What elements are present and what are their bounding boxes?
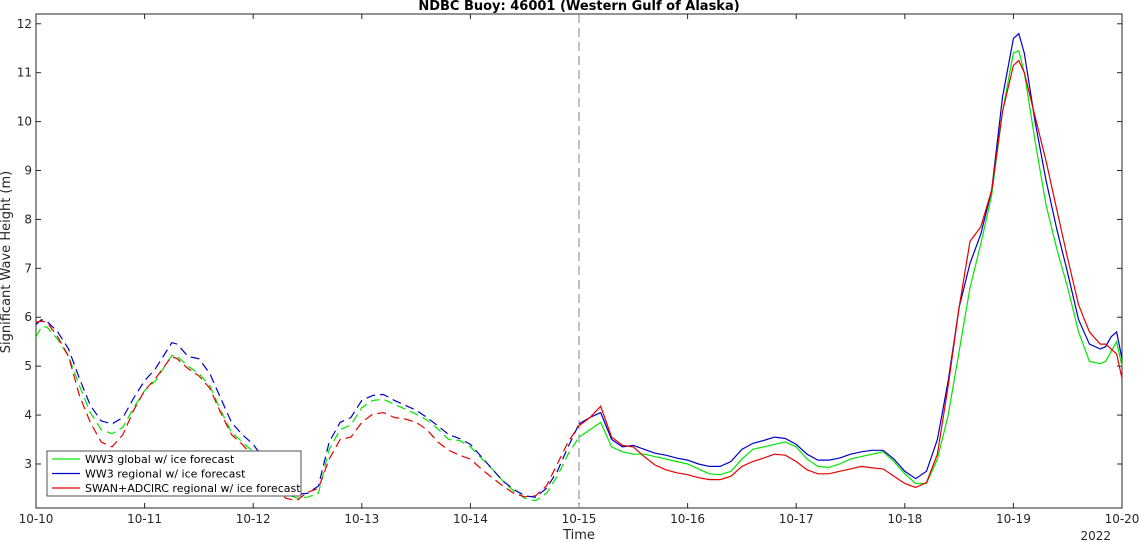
year-label: 2022	[1080, 529, 1111, 541]
x-tick-label: 10-15	[562, 512, 597, 526]
y-tick-label: 6	[24, 310, 32, 324]
x-tick-label: 10-12	[236, 512, 271, 526]
legend-box	[46, 450, 302, 497]
x-tick-label: 10-19	[996, 512, 1031, 526]
x-tick-label: 10-20	[1105, 512, 1139, 526]
y-tick-label: 7	[24, 261, 32, 275]
x-tick-label: 10-11	[127, 512, 162, 526]
series-line-hindcast-1	[35, 326, 580, 502]
y-tick-label: 9	[24, 164, 32, 178]
series-line-forecast-1	[578, 49, 1123, 485]
x-tick-label: 10-13	[344, 512, 379, 526]
y-tick-label: 5	[24, 359, 32, 373]
x-tick-label: 10-10	[19, 512, 54, 526]
y-tick-label: 3	[24, 457, 32, 471]
y-tick-label: 10	[17, 115, 32, 129]
x-tick-label: 10-16	[670, 512, 705, 526]
y-tick-label: 11	[17, 66, 32, 80]
series-line-forecast-3	[578, 59, 1123, 489]
series-line-hindcast-2	[35, 319, 580, 498]
legend-entry-label: SWAN+ADCIRC regional w/ ice forecast	[85, 482, 301, 495]
legend-entry-label: WW3 regional w/ ice forecast	[85, 468, 246, 481]
chart-title: NDBC Buoy: 46001 (Western Gulf of Alaska…	[418, 0, 739, 14]
x-tick-label: 10-17	[779, 512, 814, 526]
y-axis-title: Significant Wave Height (m)	[0, 171, 14, 353]
legend-entry-label: WW3 global w/ ice forecast	[85, 453, 235, 466]
x-axis-title: Time	[562, 528, 595, 541]
x-tick-label: 10-14	[453, 512, 488, 526]
y-tick-label: 12	[17, 17, 32, 31]
y-tick-label: 4	[24, 408, 32, 422]
series-line-hindcast-3	[35, 320, 580, 502]
y-tick-label: 8	[24, 212, 32, 226]
series-line-forecast-2	[578, 32, 1123, 480]
x-tick-label: 10-18	[887, 512, 922, 526]
